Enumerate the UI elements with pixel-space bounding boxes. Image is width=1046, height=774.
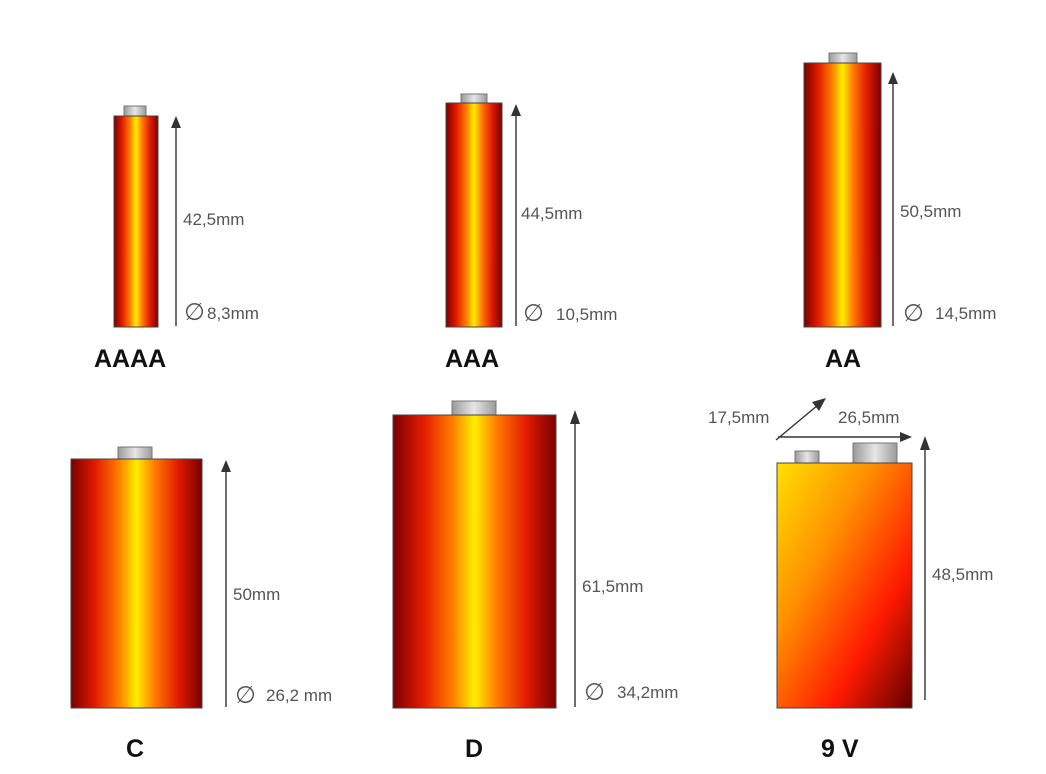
battery-d: 61,5mm ∅ 34,2mm D bbox=[392, 400, 678, 763]
battery-aaa-height-label: 44,5mm bbox=[521, 204, 582, 223]
battery-d-diameter-symbol: ∅ bbox=[584, 679, 605, 706]
battery-aa-body bbox=[803, 62, 882, 328]
battery-9v-terminal-round bbox=[794, 450, 820, 464]
battery-aa-terminal bbox=[828, 52, 858, 64]
battery-aaa-terminal bbox=[460, 93, 488, 104]
battery-c-height-label: 50mm bbox=[233, 585, 280, 604]
battery-c-terminal bbox=[117, 446, 153, 460]
battery-aaaa-name: AAAA bbox=[94, 345, 166, 373]
battery-d-name: D bbox=[465, 735, 483, 763]
battery-aaaa-height-label: 42,5mm bbox=[183, 210, 244, 229]
battery-d-body bbox=[392, 414, 557, 709]
battery-d-diameter-label: 34,2mm bbox=[617, 683, 678, 702]
battery-aaaa-diameter-label: 8,3mm bbox=[207, 304, 259, 323]
battery-9v-height-label: 48,5mm bbox=[932, 565, 993, 584]
battery-aaa: 44,5mm ∅ 10,5mm AAA bbox=[445, 93, 617, 373]
battery-d-terminal bbox=[451, 400, 497, 416]
battery-9v-name: 9 V bbox=[821, 735, 859, 763]
battery-aa-diameter-symbol: ∅ bbox=[903, 300, 924, 327]
battery-aaa-diameter-label: 10,5mm bbox=[556, 305, 617, 324]
battery-9v-terminal-hex bbox=[852, 442, 898, 464]
battery-9v-body bbox=[776, 462, 913, 709]
battery-c-diameter-label: 26,2 mm bbox=[266, 686, 332, 705]
battery-aaaa-diameter-symbol: ∅ bbox=[184, 299, 205, 326]
battery-aa-name: AA bbox=[825, 345, 861, 373]
battery-9v-width-label: 26,5mm bbox=[838, 408, 899, 427]
battery-aaaa: 42,5mm ∅ 8,3mm AAAA bbox=[94, 105, 259, 373]
battery-c: 50mm ∅ 26,2 mm C bbox=[70, 446, 332, 763]
battery-aaa-diameter-symbol: ∅ bbox=[523, 300, 544, 327]
battery-9v-depth-arrow bbox=[775, 404, 819, 441]
battery-c-diameter-symbol: ∅ bbox=[235, 682, 256, 709]
battery-9v-depth-label: 17,5mm bbox=[708, 408, 769, 427]
battery-c-name: C bbox=[126, 735, 144, 763]
battery-aaa-body bbox=[445, 102, 503, 328]
battery-aa-diameter-label: 14,5mm bbox=[935, 304, 996, 323]
battery-d-height-label: 61,5mm bbox=[582, 577, 643, 596]
battery-9v: 48,5mm 17,5mm 26,5mm 9 V bbox=[708, 398, 993, 763]
battery-aaaa-terminal bbox=[123, 105, 147, 117]
battery-c-body bbox=[70, 458, 203, 709]
battery-aa-height-label: 50,5mm bbox=[900, 202, 961, 221]
battery-aaa-name: AAA bbox=[445, 345, 499, 373]
battery-aa: 50,5mm ∅ 14,5mm AA bbox=[803, 52, 996, 373]
battery-aaaa-body bbox=[113, 115, 159, 328]
